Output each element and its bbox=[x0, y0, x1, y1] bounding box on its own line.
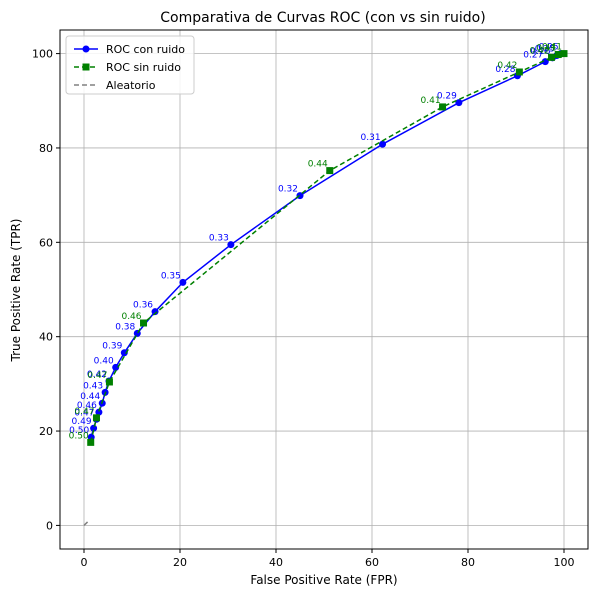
threshold-label: 0.36 bbox=[133, 301, 153, 311]
data-point bbox=[179, 278, 187, 286]
threshold-label: 0.31 bbox=[361, 133, 381, 143]
x-tick-label: 100 bbox=[554, 556, 575, 569]
legend-swatch-marker bbox=[82, 63, 90, 71]
threshold-label: 0.50 bbox=[69, 431, 89, 441]
data-point bbox=[296, 192, 304, 200]
data-point bbox=[560, 50, 568, 58]
data-point bbox=[379, 140, 387, 148]
threshold-label: 0.39 bbox=[102, 342, 122, 352]
threshold-label: 0.49 bbox=[72, 417, 92, 427]
data-point bbox=[151, 308, 159, 316]
threshold-label: 0.40 bbox=[94, 356, 114, 366]
legend: ROC con ruido ROC sin ruido Aleatorio bbox=[65, 35, 195, 95]
threshold-label: 0.32 bbox=[278, 185, 298, 195]
threshold-label: 0.41 bbox=[536, 44, 556, 54]
y-tick-label: 0 bbox=[46, 519, 53, 532]
threshold-label: 0.46 bbox=[77, 401, 97, 411]
data-point bbox=[439, 103, 447, 111]
y-tick-label: 40 bbox=[39, 331, 53, 344]
data-point bbox=[326, 167, 334, 175]
threshold-label: 0.25 bbox=[535, 44, 555, 54]
threshold-label: 0.43 bbox=[83, 381, 103, 391]
y-tick-label: 60 bbox=[39, 236, 53, 249]
data-point bbox=[554, 51, 562, 59]
threshold-label: 0.47 bbox=[87, 371, 107, 381]
threshold-label: 0.41 bbox=[421, 96, 441, 106]
y-tick-label: 20 bbox=[39, 425, 53, 438]
data-point bbox=[92, 414, 100, 422]
y-axis-label: True Positive Rate (TPR) bbox=[9, 219, 23, 363]
threshold-label: 0.42 bbox=[87, 370, 107, 380]
plot-area: 0.500.490.470.460.440.430.420.400.390.38… bbox=[69, 43, 568, 526]
x-tick-label: 40 bbox=[269, 556, 283, 569]
data-point bbox=[227, 241, 235, 249]
data-point bbox=[455, 99, 463, 107]
x-tick-label: 0 bbox=[81, 556, 88, 569]
legend-label: ROC con ruido bbox=[106, 43, 185, 56]
data-point bbox=[105, 378, 113, 386]
axis-ticks: 0 20 40 60 80 100 0 20 40 60 80 100 bbox=[32, 48, 575, 569]
threshold-label: 0.50 bbox=[69, 426, 89, 436]
series-line-1 bbox=[89, 52, 565, 443]
threshold-label: 0.46 bbox=[121, 312, 141, 322]
series-line-2 bbox=[83, 520, 90, 526]
threshold-label: 0.35 bbox=[161, 271, 181, 281]
data-point bbox=[95, 408, 103, 416]
series-line-0 bbox=[90, 52, 561, 438]
chart-title: Comparativa de Curvas ROC (con vs sin ru… bbox=[160, 10, 485, 26]
legend-label: ROC sin ruido bbox=[106, 61, 181, 74]
data-point bbox=[515, 68, 523, 76]
x-tick-label: 80 bbox=[461, 556, 475, 569]
threshold-label: 0.44 bbox=[308, 160, 328, 170]
threshold-label: 0.38 bbox=[115, 322, 135, 332]
data-point bbox=[90, 424, 98, 432]
threshold-label: 0.29 bbox=[437, 92, 457, 102]
threshold-label: 0.47 bbox=[74, 408, 94, 418]
x-tick-label: 60 bbox=[365, 556, 379, 569]
data-point bbox=[87, 438, 95, 446]
threshold-label: 0.25 bbox=[539, 43, 559, 53]
grid-lines bbox=[60, 30, 588, 549]
threshold-label: 0.27 bbox=[523, 51, 543, 61]
y-tick-label: 80 bbox=[39, 142, 53, 155]
data-point bbox=[548, 53, 556, 61]
data-point bbox=[112, 363, 120, 371]
legend-swatch-marker bbox=[82, 45, 90, 53]
data-point bbox=[120, 349, 128, 357]
threshold-label: 0.26 bbox=[530, 47, 550, 57]
threshold-label: 0.47 bbox=[74, 407, 94, 417]
x-tick-label: 20 bbox=[173, 556, 187, 569]
threshold-label: 0.42 bbox=[529, 46, 549, 56]
threshold-label: 0.28 bbox=[495, 65, 515, 75]
threshold-label: 0.33 bbox=[209, 234, 229, 244]
threshold-label: 0.42 bbox=[497, 61, 517, 71]
data-point bbox=[140, 319, 148, 327]
threshold-label: 0.41 bbox=[542, 43, 562, 53]
y-tick-label: 100 bbox=[32, 48, 53, 61]
plot-frame bbox=[59, 29, 589, 550]
legend-box bbox=[65, 35, 195, 95]
x-axis-label: False Positive Rate (FPR) bbox=[250, 573, 397, 587]
threshold-label: 0.44 bbox=[80, 392, 100, 402]
legend-label: Aleatorio bbox=[106, 79, 156, 92]
